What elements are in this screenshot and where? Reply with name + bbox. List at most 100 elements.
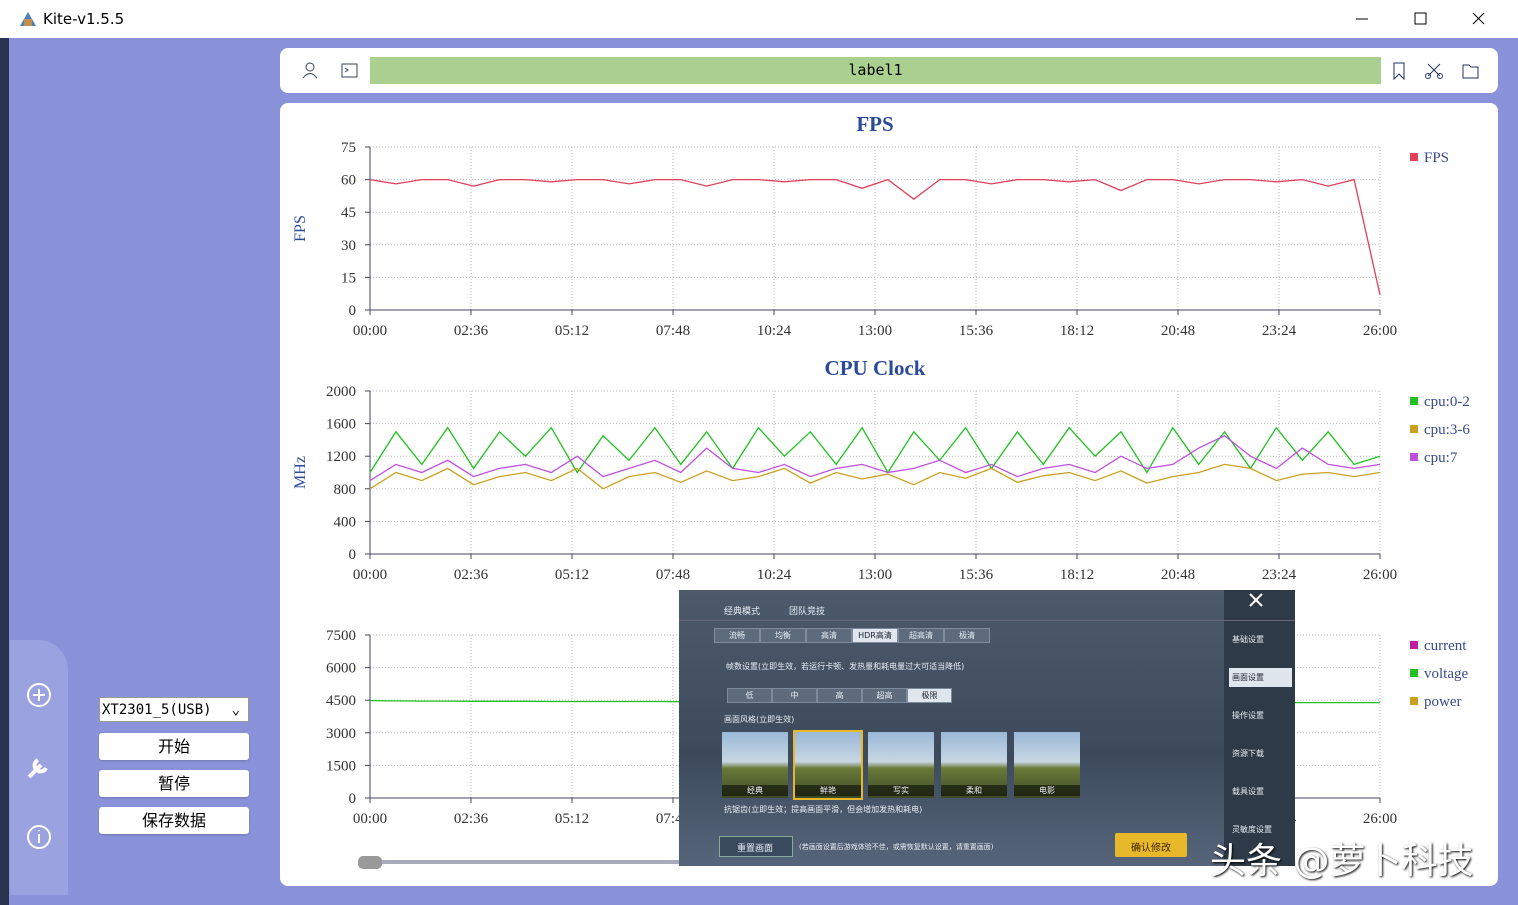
menu-item[interactable]: 资源下载 (1232, 749, 1264, 758)
x-tick-label: 00:00 (353, 811, 387, 827)
y-tick-label: 0 (349, 547, 357, 563)
watermark: 头条 @萝卜科技 (1210, 841, 1474, 882)
y-axis-label: FPS (292, 215, 309, 242)
confirm-button-bg[interactable] (1115, 833, 1187, 857)
menu-item[interactable]: 画面设置 (1229, 668, 1292, 687)
style-label: 画面风格(立即生效) (724, 715, 795, 724)
x-tick-label: 26:00 (1363, 323, 1397, 339)
x-tick-label: 07:48 (656, 567, 690, 583)
quality-option[interactable]: 极清 (944, 628, 990, 643)
toolbar-icons-right[interactable] (1390, 60, 1480, 82)
fps-option[interactable]: 中 (772, 688, 817, 703)
y-tick-label: 30 (341, 238, 356, 254)
fps-option[interactable]: 极限 (907, 688, 952, 703)
status-label: label1 (370, 57, 1381, 84)
toolbar-icons-left[interactable] (300, 60, 360, 82)
x-tick-label: 18:12 (1060, 323, 1094, 339)
fps-option[interactable]: 低 (727, 688, 772, 703)
y-tick-label: 0 (349, 303, 357, 319)
chart-title: CPU Clock (825, 356, 926, 380)
reset-note: (若画面设置后游戏体验不佳，或需恢复默认设置，请重置画面) (799, 843, 994, 851)
scrollbar-thumb[interactable] (358, 856, 382, 869)
style-name: 经典 (722, 785, 788, 796)
quality-option[interactable]: 高清 (806, 628, 852, 643)
y-tick-label: 400 (334, 514, 357, 530)
mode-tab[interactable]: 经典模式 (724, 607, 761, 617)
app-icon (20, 12, 36, 26)
window-controls[interactable] (1350, 8, 1490, 30)
legend-swatch (1410, 697, 1418, 705)
series-line (369, 435, 1381, 482)
y-tick-label: 6000 (326, 661, 356, 677)
x-tick-label: 05:12 (555, 323, 589, 339)
legend-label: cpu:7 (1424, 450, 1458, 466)
x-tick-label: 00:00 (353, 567, 387, 583)
window-title: Kite-v1.5.5 (43, 10, 125, 28)
menu-panel (1224, 590, 1295, 866)
x-tick-label: 02:36 (454, 567, 489, 583)
menu-item[interactable]: 灵敏度设置 (1232, 825, 1272, 834)
legend-swatch (1410, 425, 1418, 433)
y-tick-label: 1200 (326, 449, 356, 465)
x-tick-label: 26:00 (1363, 811, 1397, 827)
y-axis-label: MHz (292, 456, 309, 489)
nav-icons[interactable] (24, 682, 54, 852)
fps-option[interactable]: 超高 (862, 688, 907, 703)
x-tick-label: 18:12 (1060, 567, 1094, 583)
menu-item[interactable]: 载具设置 (1232, 787, 1264, 796)
menu-item[interactable]: 操作设置 (1232, 711, 1264, 720)
legend-label: cpu:3-6 (1424, 422, 1470, 438)
quality-option[interactable]: HDR高清 (852, 628, 898, 643)
x-tick-label: 20:48 (1161, 567, 1195, 583)
series-line (369, 463, 1381, 490)
style-name: 写实 (868, 785, 934, 796)
reset-button-bg[interactable] (719, 836, 793, 857)
x-tick-label: 02:36 (454, 811, 489, 827)
legend-label: FPS (1424, 150, 1449, 166)
aa-note: 抗锯齿(立即生效；提高画面平滑，但会增加发热和耗电) (724, 805, 923, 814)
quality-option[interactable]: 均衡 (760, 628, 806, 643)
x-tick-label: 13:00 (858, 567, 892, 583)
quality-option[interactable]: 超高清 (898, 628, 944, 643)
reset-button[interactable]: 重置画面 (737, 844, 774, 854)
x-tick-label: 00:00 (353, 323, 387, 339)
side-nav (10, 640, 68, 895)
series-line (369, 426, 1381, 474)
x-tick-label: 05:12 (555, 811, 589, 827)
series-line (369, 178, 1381, 295)
chart-title: FPS (856, 112, 893, 136)
y-tick-label: 1500 (326, 758, 356, 774)
sidebar-button[interactable]: 暂停 (99, 770, 249, 797)
menu-item[interactable]: 基础设置 (1232, 635, 1264, 644)
style-name: 柔和 (941, 785, 1007, 796)
style-name: 鲜艳 (795, 785, 861, 796)
mode-tab[interactable]: 团队竞技 (789, 607, 826, 617)
legend-swatch (1410, 669, 1418, 677)
toolbar: label1 (280, 48, 1498, 93)
confirm-button[interactable]: 确认修改 (1131, 843, 1171, 854)
legend-label: voltage (1424, 666, 1468, 682)
sidebar-button[interactable]: 开始 (99, 733, 249, 760)
device-select[interactable]: XT2301_5(USB) ⌄ (99, 697, 249, 722)
x-tick-label: 26:00 (1363, 567, 1397, 583)
desktop-edge (0, 38, 9, 905)
legend-swatch (1410, 453, 1418, 461)
x-tick-label: 07:48 (656, 323, 690, 339)
y-tick-label: 7500 (326, 628, 356, 644)
x-tick-label: 02:36 (454, 323, 489, 339)
y-tick-label: 2000 (326, 384, 356, 400)
legend-label: current (1424, 638, 1467, 654)
legend-label: power (1424, 694, 1462, 710)
style-name: 电影 (1014, 785, 1080, 796)
fps-option[interactable]: 高 (817, 688, 862, 703)
game-settings-overlay: 经典模式 团队竞技 流畅 均衡 高清 HDR高清 超高清 极清 帧数设置(立即生效，若运行卡顿、… (679, 590, 1295, 866)
y-tick-label: 1600 (326, 417, 356, 433)
x-tick-label: 23:24 (1262, 323, 1297, 339)
sidebar-button[interactable]: 保存数据 (99, 807, 249, 834)
legend-swatch (1410, 153, 1418, 161)
x-tick-label: 15:36 (959, 323, 994, 339)
x-tick-label: 05:12 (555, 567, 589, 583)
close-icon[interactable] (1249, 593, 1263, 607)
quality-option[interactable]: 流畅 (714, 628, 760, 643)
device-name: XT2301_5(USB) (102, 702, 212, 718)
